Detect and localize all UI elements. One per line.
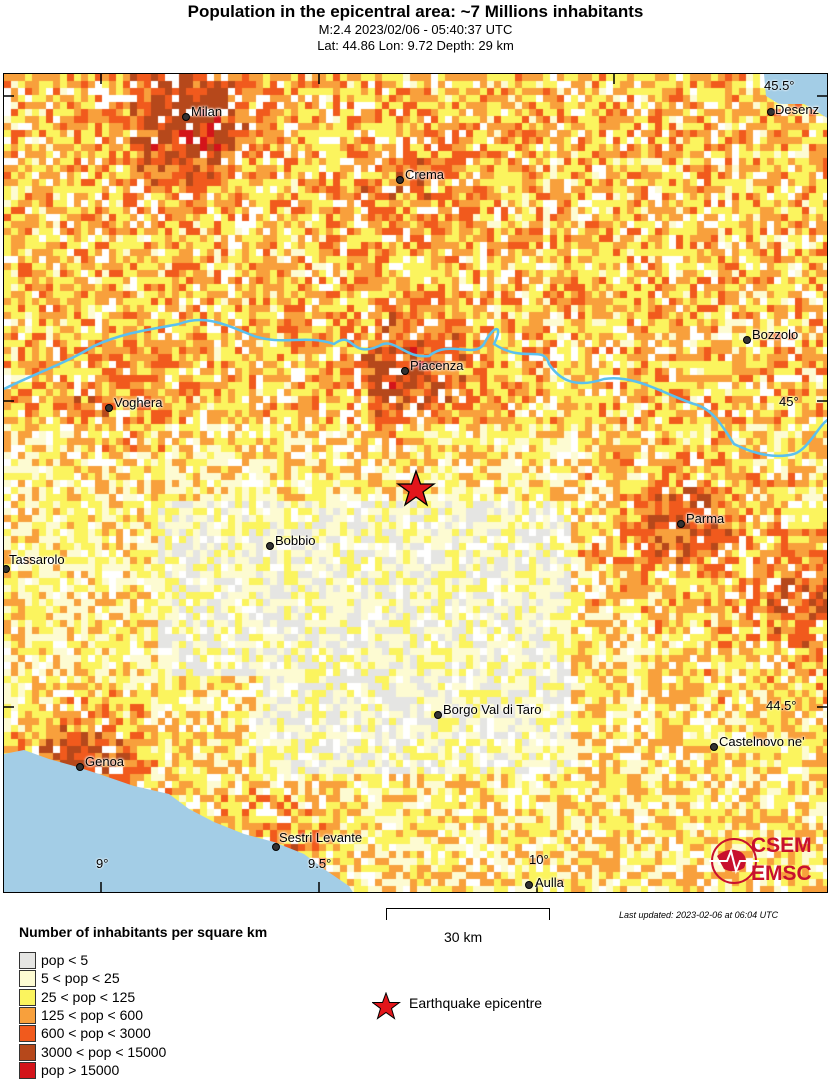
city-marker [396, 176, 404, 184]
emsc-logo: CSEM EMSC [709, 832, 824, 890]
city-label: Bozzolo [752, 327, 799, 342]
city-label: Crema [405, 167, 445, 182]
city-label: Bobbio [275, 533, 316, 548]
city-marker [525, 881, 533, 889]
city-label: Voghera [114, 395, 163, 410]
city-marker [677, 520, 685, 528]
frame-ticks [4, 74, 827, 892]
legend-swatch [19, 1025, 36, 1043]
legend-label: pop > 15000 [41, 1061, 120, 1078]
legend-title: Number of inhabitants per square km [19, 924, 268, 940]
city-label: Parma [686, 511, 725, 526]
map-title: Population in the epicentral area: ~7 Mi… [187, 2, 644, 21]
epicenter-star [396, 469, 436, 507]
map-overlay [4, 74, 827, 892]
legend-swatch [19, 1061, 36, 1079]
city-label: Piacenza [410, 358, 464, 373]
city-marker [182, 113, 190, 121]
legend-label: 25 < pop < 125 [41, 988, 136, 1005]
scale-label: 30 km [444, 929, 483, 945]
city-marker [401, 367, 409, 375]
city-label: Sestri Levante [279, 830, 363, 845]
sea [4, 750, 353, 892]
city-label: Genoa [85, 754, 125, 769]
city-label: Desenz [775, 102, 820, 117]
globe-icon [709, 838, 759, 884]
city-marker [76, 763, 84, 771]
legend-swatch [19, 970, 36, 988]
legend-label: pop < 5 [41, 952, 89, 968]
city-label: Tassarolo [9, 552, 65, 567]
city-marker [266, 542, 274, 550]
legend-swatch [19, 1043, 36, 1061]
city-marker [767, 108, 775, 116]
city-marker [4, 565, 10, 573]
scale-bar [386, 908, 550, 920]
legend-label: 3000 < pop < 15000 [41, 1043, 167, 1060]
legend-swatch [19, 1006, 36, 1024]
city-label: Aulla [535, 875, 564, 890]
lon-tick: 9.5° [308, 856, 332, 871]
event-location: Lat: 44.86 Lon: 9.72 Depth: 29 km [317, 38, 514, 53]
city-label: Milan [191, 104, 223, 119]
lon-tick: 10° [529, 852, 549, 867]
city-marker [743, 336, 751, 344]
population-map: Milan Crema Piacenza Voghera Bozzolo Parma Bob… [3, 73, 828, 893]
legend-swatch [19, 988, 36, 1006]
last-updated: Last updated: 2023-02-06 at 06:04 UTC [619, 910, 779, 920]
city-label: Borgo Val di Taro [443, 702, 542, 717]
lake-garda [764, 74, 827, 118]
city-marker [105, 404, 113, 412]
city-marker [710, 743, 718, 751]
legend-label: 125 < pop < 600 [41, 1006, 143, 1023]
lat-tick: 44.5° [766, 698, 797, 713]
legend-epicentre-label: Earthquake epicentre [409, 995, 543, 1011]
legend-label: 600 < pop < 3000 [41, 1025, 151, 1042]
event-info: M:2.4 2023/02/06 - 05:40:37 UTC [318, 22, 513, 37]
legend-epicentre: Earthquake epicentre [371, 991, 542, 1025]
star-icon [371, 991, 401, 1020]
lat-tick: 45.5° [764, 78, 795, 93]
city-marker [272, 843, 280, 851]
legend-label: 5 < pop < 25 [41, 970, 120, 987]
lat-tick: 45° [779, 394, 799, 409]
legend-swatch [19, 952, 36, 969]
river-po [4, 318, 827, 458]
city-label: Castelnovo ne' [719, 734, 805, 749]
lon-tick: 9° [96, 856, 109, 871]
city-marker [434, 711, 442, 719]
